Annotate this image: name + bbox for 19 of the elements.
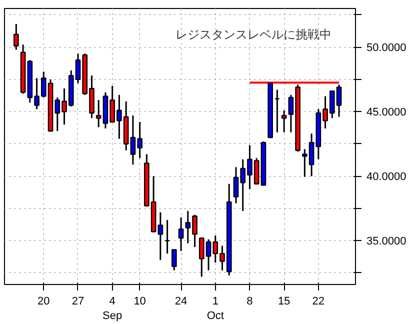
x-tick-label: 10 xyxy=(134,296,146,308)
x-tick-label: 20 xyxy=(38,296,50,308)
y-tick-label: 45.0000 xyxy=(366,106,406,119)
candlestick xyxy=(158,212,164,261)
candlestick xyxy=(281,110,287,134)
y-tick-label: 50.0000 xyxy=(366,42,406,54)
x-tick-label: 24 xyxy=(174,296,188,308)
x-tick-label: 8 xyxy=(246,296,253,308)
candlestick xyxy=(172,248,177,272)
x-tick-label: 15 xyxy=(278,296,290,308)
x-tick-label: 1 Oct xyxy=(206,296,224,322)
candlestick xyxy=(178,216,184,252)
x-tick-label: 27 xyxy=(72,296,84,308)
candlestick xyxy=(14,23,19,51)
x-tick-label: 4 Sep xyxy=(102,296,122,322)
x-tick-label: 22 xyxy=(312,296,325,308)
annotation: レジスタンスレベルに挑戦中 xyxy=(176,28,332,42)
y-tick-label: 40.0000 xyxy=(366,171,406,184)
y-tick-label: 35.0000 xyxy=(366,236,406,248)
